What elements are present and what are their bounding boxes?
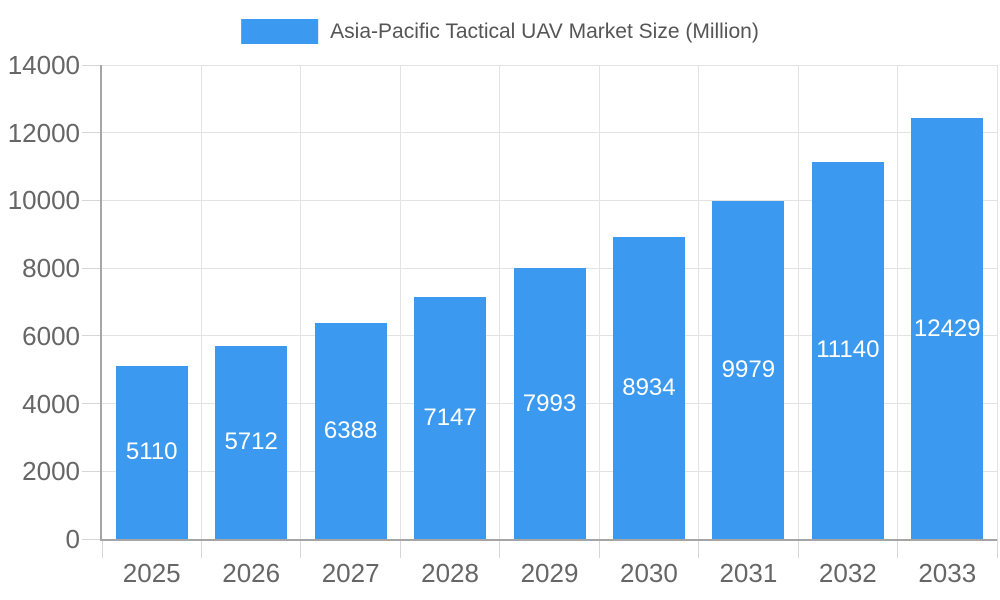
x-axis-tick [300, 539, 302, 558]
y-tick-label: 0 [65, 524, 80, 554]
x-axis-tick [101, 539, 103, 558]
gridline-vertical [698, 65, 700, 539]
gridline-horizontal [102, 199, 997, 201]
bar-value-label: 12429 [913, 314, 981, 342]
y-tick-label: 8000 [22, 253, 80, 284]
x-tick-label: 2033 [918, 558, 977, 588]
y-tick-label: 4000 [22, 388, 80, 419]
bar-value-label: 6388 [323, 416, 378, 444]
x-axis-tick [399, 539, 401, 558]
bar: 11140 [811, 161, 884, 539]
y-axis-tick [82, 267, 102, 269]
y-axis-tick [82, 199, 102, 201]
bar: 6388 [314, 322, 387, 539]
y-axis-tick [82, 538, 102, 540]
gridline-vertical [598, 65, 600, 539]
x-tick-label: 2031 [719, 558, 778, 588]
x-axis-tick [598, 539, 600, 558]
bar-value-label: 5110 [125, 438, 178, 466]
bar: 5110 [115, 365, 188, 539]
x-axis-tick [499, 539, 501, 558]
bar-value-label: 7993 [522, 389, 577, 417]
x-tick-label: 2030 [620, 558, 678, 588]
y-axis-tick [82, 470, 102, 472]
gridline-horizontal [102, 132, 997, 134]
gridline-vertical [897, 65, 899, 539]
x-axis-tick [996, 539, 998, 558]
y-tick-label: 6000 [22, 320, 80, 351]
y-tick-label: 10000 [7, 185, 80, 216]
y-axis-tick [82, 403, 102, 405]
y-axis-tick [82, 132, 102, 134]
legend-swatch [241, 19, 319, 44]
y-tick-label: 12000 [7, 117, 80, 148]
gridline-vertical [996, 65, 998, 539]
x-axis-tick [200, 539, 202, 558]
bar-value-label: 9979 [721, 356, 776, 384]
bar-value-label: 5712 [224, 428, 278, 456]
legend-label: Asia-Pacific Tactical UAV Market Size (M… [330, 20, 759, 43]
gridline-vertical [399, 65, 401, 539]
gridline-vertical [200, 65, 202, 539]
x-tick-label: 2025 [122, 558, 181, 588]
x-axis-tick [698, 539, 700, 558]
y-tick-label: 14000 [7, 50, 80, 80]
gridline-horizontal [102, 267, 997, 269]
x-tick-label: 2027 [321, 558, 380, 588]
y-axis-tick [82, 335, 102, 337]
bar: 9979 [712, 201, 785, 539]
y-axis-tick [82, 64, 102, 66]
bar: 7993 [513, 268, 586, 539]
bar-value-label: 8934 [622, 373, 676, 401]
y-tick-label: 2000 [22, 456, 80, 487]
bar: 5712 [215, 345, 288, 539]
bar: 12429 [911, 118, 984, 539]
x-axis-tick [897, 539, 899, 558]
gridline-vertical [797, 65, 799, 539]
gridline-vertical [499, 65, 501, 539]
gridline-vertical [300, 65, 302, 539]
y-axis-line [100, 65, 102, 541]
x-axis-line [100, 539, 997, 541]
bar: 8934 [612, 236, 685, 539]
x-axis-tick [797, 539, 799, 558]
gridline-horizontal [102, 64, 997, 66]
x-tick-label: 2028 [421, 558, 479, 588]
x-tick-label: 2029 [520, 558, 579, 588]
bar-value-label: 11140 [816, 336, 880, 364]
bar-value-label: 7147 [423, 404, 477, 431]
x-tick-label: 2032 [818, 558, 877, 588]
x-tick-label: 2026 [222, 558, 281, 588]
legend: Asia-Pacific Tactical UAV Market Size (M… [241, 19, 759, 44]
bar: 7147 [414, 297, 487, 539]
